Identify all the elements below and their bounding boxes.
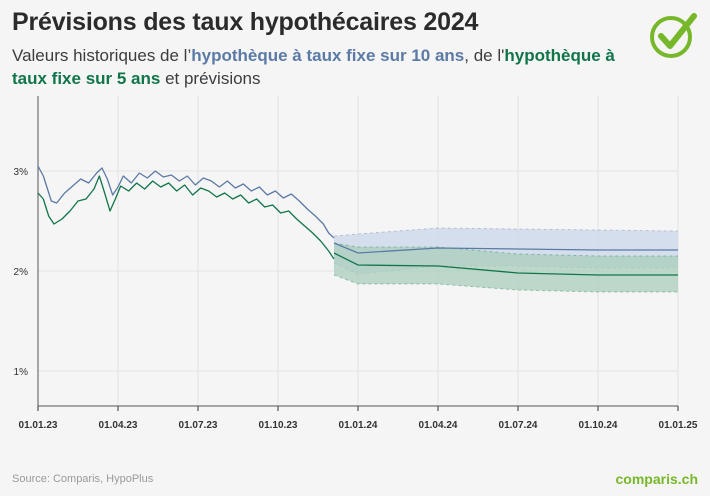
chart-title: Prévisions des taux hypothécaires 2024: [12, 8, 479, 36]
source-note: Source: Comparis, HypoPlus: [12, 473, 154, 485]
y-tick-label: 3%: [14, 167, 29, 178]
check-circle-icon: [650, 13, 697, 58]
x-tick-label: 01.01.24: [339, 420, 378, 431]
x-tick-label: 01.01.25: [659, 420, 698, 431]
subtitle-text-2: , de l': [464, 46, 505, 65]
x-tick-label: 01.10.23: [259, 420, 298, 431]
series-lines: [37, 165, 678, 276]
ten_year-band-upper-edge: [333, 227, 679, 237]
five_year-forecast-line: [333, 252, 678, 276]
x-tick-label: 01.07.23: [179, 420, 218, 431]
five_year-band-lower-edge: [333, 274, 678, 293]
brand-logo: comparis.ch: [615, 471, 698, 487]
forecast-bands: [333, 227, 679, 293]
subtitle-text-3: et prévisions: [160, 69, 261, 88]
y-tick-label: 1%: [14, 367, 29, 378]
x-tick-label: 01.07.24: [499, 420, 538, 431]
y-tick-label: 2%: [14, 267, 29, 278]
chart-subtitle: Valeurs historiques de l’hypothèque à ta…: [12, 44, 652, 90]
five_year-band-upper-edge: [333, 242, 678, 257]
five_year-forecast-band: [334, 243, 678, 292]
subtitle-series-5-years: hypothèque à taux fixe sur 5 ans: [12, 46, 615, 88]
mortgage-rate-chart: 01.01.23 01.04.23 01.07.23 01.10.23 01.01.24…: [14, 96, 698, 431]
x-tick-label: 01.04.24: [419, 420, 458, 431]
x-tick-label: 01.01.23: [19, 420, 58, 431]
axis-labels: 01.01.23 01.04.23 01.07.23 01.10.23 01.01.24…: [14, 167, 698, 431]
x-tick-label: 01.10.24: [579, 420, 618, 431]
ten_year-forecast-line: [333, 242, 678, 254]
five_year-historical-line: [37, 175, 335, 260]
subtitle-text-1: Valeurs historiques de l’: [12, 46, 192, 65]
x-tick-label: 01.04.23: [99, 420, 138, 431]
subtitle-series-10-years: hypothèque à taux fixe sur 10 ans: [191, 46, 465, 65]
ten_year-historical-line: [37, 165, 335, 239]
